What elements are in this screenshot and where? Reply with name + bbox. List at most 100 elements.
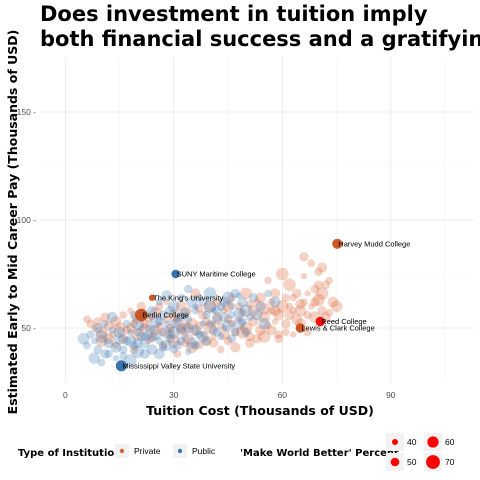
data-point-public [139, 348, 150, 359]
data-point-public [208, 325, 219, 335]
data-point-private [194, 341, 204, 350]
data-point-private [273, 309, 285, 321]
data-point-private [186, 341, 198, 354]
data-point-public [227, 311, 236, 319]
data-point-public [124, 354, 137, 367]
data-point-public [104, 349, 113, 359]
data-point-public [136, 331, 146, 342]
chart-title-line-2: both financial success and a gratifying … [40, 27, 480, 51]
data-point-private [203, 321, 217, 335]
data-point-private [292, 288, 302, 299]
data-point-private [158, 328, 168, 337]
data-point-private [127, 307, 134, 314]
data-point-public [127, 329, 134, 336]
data-point-public [158, 310, 168, 320]
y-tick-label: 50 - [21, 323, 36, 333]
data-point-private [274, 330, 284, 339]
data-point-private [314, 267, 323, 276]
data-point-public [147, 305, 158, 316]
data-point-public [210, 307, 217, 314]
data-point-public [228, 302, 236, 311]
highlighted-point [135, 308, 148, 322]
data-point-private [202, 317, 211, 326]
data-point-private [276, 267, 289, 281]
data-point-public [106, 311, 118, 323]
data-point-private [182, 333, 194, 345]
data-point-private [178, 321, 191, 335]
data-point-private [140, 319, 150, 329]
data-point-private [291, 314, 303, 325]
data-point-private [308, 303, 315, 310]
data-point-private [222, 300, 234, 313]
highlighted-point [315, 316, 326, 327]
data-point-public [216, 302, 226, 311]
data-point-private [176, 325, 187, 336]
data-point-private [321, 280, 331, 290]
data-point-public [213, 328, 222, 337]
annotation-label: Mississippi Valley State University [122, 361, 235, 370]
data-point-private [110, 316, 122, 327]
data-point-public [232, 317, 246, 331]
legend-size-swatch [390, 457, 400, 467]
data-point-public [202, 336, 211, 346]
data-point-private [317, 262, 328, 273]
data-point-private [119, 311, 128, 319]
data-point-private [217, 345, 225, 354]
data-point-public [113, 333, 126, 345]
data-point-private [203, 300, 217, 313]
data-point-private [274, 334, 284, 344]
x-tick-label: 60 [278, 390, 288, 400]
data-point-public [238, 317, 247, 326]
size-legend-title: 'Make World Better' Percent [240, 448, 399, 459]
data-point-public [237, 297, 248, 308]
data-point-public [97, 358, 106, 367]
data-point-public [176, 312, 187, 323]
data-point-public [77, 333, 90, 345]
data-point-public [219, 312, 230, 323]
data-point-public [108, 326, 117, 334]
data-point-private [86, 319, 95, 328]
data-point-public [185, 348, 192, 355]
data-point-public [112, 355, 120, 362]
data-point-private [267, 298, 276, 306]
data-point-public [206, 319, 214, 328]
data-point-public [103, 338, 114, 349]
data-point-private [212, 312, 223, 323]
legend-size-label: 50 [407, 457, 417, 467]
data-point-public [246, 313, 254, 321]
data-point-private [198, 310, 208, 320]
highlighted-point [115, 360, 127, 372]
data-point-private [168, 309, 180, 321]
series-private [83, 252, 343, 358]
data-point-private [300, 273, 308, 280]
data-point-private [91, 324, 98, 332]
data-point-private [264, 321, 272, 330]
data-point-public [194, 330, 204, 339]
data-point-private [264, 276, 272, 285]
data-point-public [144, 324, 153, 332]
data-point-private [172, 316, 183, 327]
legend-size-swatch [426, 455, 440, 469]
data-point-private [283, 278, 296, 292]
data-point-public [184, 315, 192, 324]
data-point-private [299, 252, 309, 262]
data-point-public [184, 284, 193, 294]
x-tick-label: 0 [63, 390, 68, 400]
data-point-public [138, 324, 145, 332]
x-tick-label: 30 [169, 390, 179, 400]
data-point-public [172, 340, 183, 350]
data-point-private [165, 323, 175, 333]
data-point-private [103, 320, 114, 331]
data-point-private [236, 326, 249, 339]
legend-label-public: Public [192, 446, 216, 456]
annotation-label: Lewis & Clark College [301, 324, 374, 333]
data-point-private [83, 315, 91, 324]
data-point-private [113, 322, 126, 334]
data-point-public [251, 309, 263, 321]
x-tick-label: 90 [386, 390, 396, 400]
legend-color-swatch [177, 448, 183, 454]
data-point-public [227, 334, 237, 344]
data-point-public [258, 317, 271, 330]
data-point-private [235, 302, 243, 311]
data-point-private [212, 297, 222, 307]
